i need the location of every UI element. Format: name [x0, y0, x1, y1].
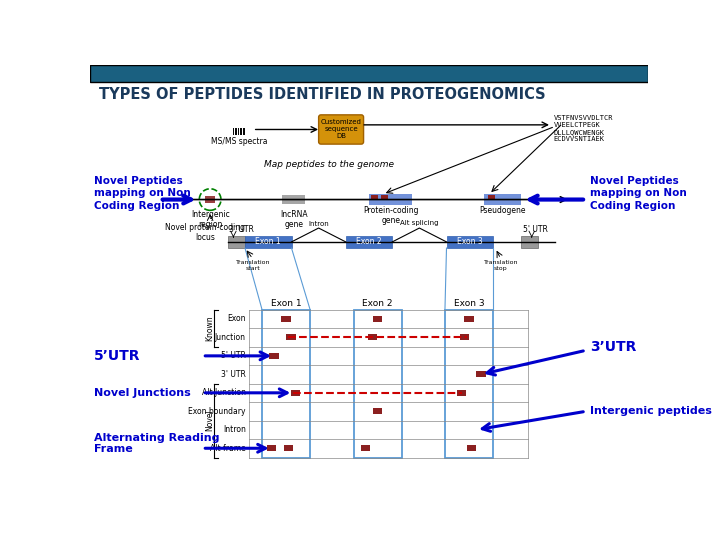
Bar [477, 372, 485, 377]
Text: Exon 1: Exon 1 [256, 238, 281, 246]
Text: Map peptides to the genome: Map peptides to the genome [264, 160, 395, 170]
Text: Alternating Reading
Frame: Alternating Reading Frame [94, 433, 220, 455]
Text: Novel Junctions: Novel Junctions [94, 388, 191, 398]
Bar [287, 334, 295, 340]
Bar [262, 309, 310, 457]
FancyBboxPatch shape [90, 65, 648, 82]
Text: Exon 2: Exon 2 [356, 238, 382, 246]
Bar [487, 195, 495, 200]
Text: 3' UTR: 3' UTR [230, 225, 254, 234]
Text: 3’UTR: 3’UTR [590, 340, 636, 354]
Text: Translation
start: Translation start [235, 260, 270, 271]
Text: Protein-coding
gene: Protein-coding gene [363, 206, 418, 225]
Text: Exon: Exon [228, 314, 246, 323]
Text: Customized
sequence
DB: Customized sequence DB [320, 119, 361, 139]
Text: Novel Peptides
mapping on Non
Coding Region: Novel Peptides mapping on Non Coding Reg… [590, 176, 687, 211]
Text: Novel protein-coding
locus: Novel protein-coding locus [165, 222, 245, 242]
Bar [354, 309, 402, 457]
Bar [459, 334, 469, 340]
Bar [361, 445, 370, 451]
Bar [346, 236, 392, 248]
Bar [381, 195, 387, 200]
Bar [446, 236, 493, 248]
Bar [282, 316, 291, 322]
Text: Exon 2: Exon 2 [362, 299, 393, 308]
Text: 5' UTR: 5' UTR [523, 225, 548, 234]
Text: MS/MS spectra: MS/MS spectra [210, 137, 267, 146]
Text: Pseudogene: Pseudogene [479, 206, 526, 215]
Text: Novel: Novel [206, 410, 215, 431]
Text: 5' UTR: 5' UTR [221, 352, 246, 360]
Bar [245, 236, 292, 248]
Bar [282, 195, 305, 204]
Bar [284, 445, 293, 451]
Text: Intron: Intron [223, 426, 246, 434]
Text: Exon 1: Exon 1 [271, 299, 302, 308]
Text: Novel Peptides
mapping on Non
Coding Region: Novel Peptides mapping on Non Coding Reg… [94, 176, 191, 211]
Text: Intergenic peptides: Intergenic peptides [590, 406, 712, 416]
Text: Alt Junction: Alt Junction [202, 388, 246, 397]
Bar [467, 445, 476, 451]
Text: Alt frame: Alt frame [210, 444, 246, 453]
Text: Alt splicing: Alt splicing [400, 220, 438, 226]
Bar [521, 236, 538, 248]
Bar [368, 334, 377, 340]
Text: Translation
stop: Translation stop [484, 260, 518, 271]
Bar [484, 194, 521, 205]
Text: Exon 3: Exon 3 [454, 299, 485, 308]
Bar [291, 390, 300, 396]
Bar [445, 309, 493, 457]
Bar [457, 390, 467, 396]
Bar [267, 445, 276, 451]
Bar [373, 316, 382, 322]
Text: Exon boundary: Exon boundary [188, 407, 246, 416]
Text: Exon 3: Exon 3 [457, 238, 482, 246]
Bar [369, 194, 412, 205]
Text: Junction: Junction [215, 333, 246, 342]
Text: Intron: Intron [308, 220, 329, 226]
Text: VSTFNVSVVDLTCR
VVEELCTPEGK
DLLLQWCWENGK
ECDVVSNTIAEK: VSTFNVSVVDLTCR VVEELCTPEGK DLLLQWCWENGK … [554, 115, 613, 142]
Bar [269, 353, 279, 359]
Bar [372, 195, 378, 200]
Text: Intergenic
region: Intergenic region [191, 210, 230, 229]
Text: 3' UTR: 3' UTR [221, 370, 246, 379]
Text: 5’UTR: 5’UTR [94, 349, 140, 363]
Bar [228, 236, 245, 248]
Text: lncRNA
gene: lncRNA gene [280, 210, 307, 229]
Text: TYPES OF PEPTIDES IDENTIFIED IN PROTEOGENOMICS: TYPES OF PEPTIDES IDENTIFIED IN PROTEOGE… [99, 86, 546, 102]
Bar [373, 408, 382, 414]
FancyBboxPatch shape [319, 115, 364, 144]
Bar [464, 316, 474, 322]
Bar [205, 197, 215, 202]
Text: Known: Known [206, 315, 215, 341]
